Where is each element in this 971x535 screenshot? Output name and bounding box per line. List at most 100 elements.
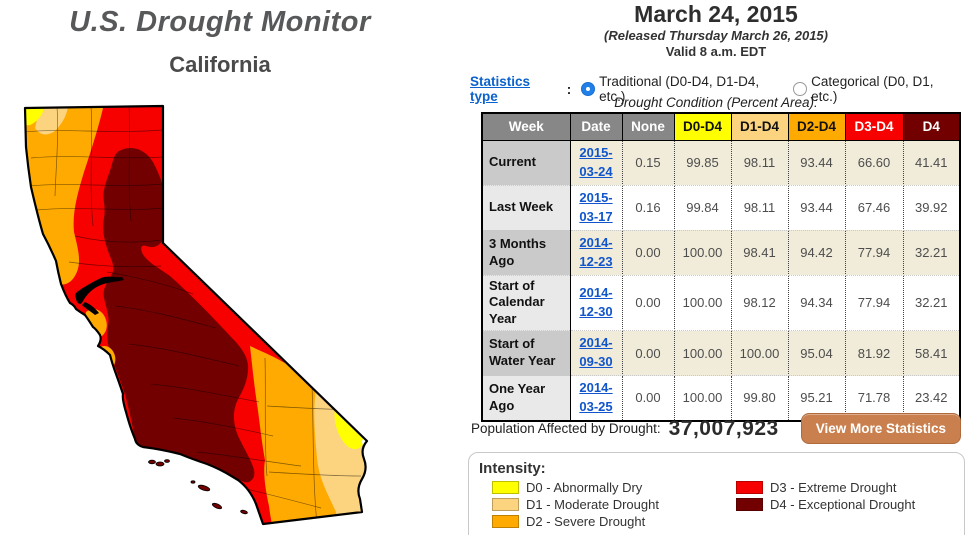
page-title: U.S. Drought Monitor: [69, 6, 371, 38]
value-d1d4: 98.11: [731, 140, 789, 186]
value-none: 0.00: [622, 330, 675, 377]
date-link[interactable]: 2015-03-24: [579, 144, 613, 179]
value-none: 0.15: [622, 140, 675, 186]
date-cell: 2015-03-24: [570, 140, 623, 186]
value-d2d4: 93.44: [788, 140, 846, 186]
statistics-type-colon: :: [566, 81, 572, 97]
value-d3d4: 66.60: [845, 140, 904, 186]
value-d2d4: 94.34: [788, 275, 846, 332]
value-none: 0.16: [622, 185, 675, 231]
legend-item-d4: D4 - Exceptional Drought: [736, 497, 915, 512]
radio-traditional-icon[interactable]: [581, 82, 596, 96]
state-outline: [23, 104, 369, 526]
date-link[interactable]: 2015-03-17: [579, 189, 613, 224]
col-header-d4: D4: [902, 112, 961, 141]
d1-swatch: [492, 498, 519, 511]
sf-bay-water: [75, 276, 124, 315]
population-row: Population Affected by Drought: 37,007,9…: [470, 413, 962, 444]
value-d1d4: 98.41: [731, 230, 789, 276]
value-d0d4: 99.84: [674, 185, 732, 231]
value-d0d4: 100.00: [674, 330, 732, 377]
map-region-d0-coast-speck: [100, 354, 108, 364]
date-cell: 2014-12-30: [570, 275, 623, 332]
report-header: U.S. Drought Monitor California: [0, 6, 440, 78]
value-d2d4: 95.21: [788, 375, 846, 422]
statistics-type-link[interactable]: Statistics type: [470, 74, 531, 104]
region-title: California: [169, 52, 271, 77]
table-caption: Drought Condition (Percent Area):: [614, 95, 818, 110]
value-d1d4: 98.11: [731, 185, 789, 231]
map-region-d1-northwest: [35, 106, 68, 135]
week-label: Start of Water Year: [482, 330, 571, 377]
value-d1d4: 99.80: [731, 375, 789, 422]
date-link[interactable]: 2014-09-30: [579, 335, 613, 370]
value-d3d4: 81.92: [845, 330, 904, 377]
drought-condition-table: Week Date None D0-D4 D1-D4 D2-D4 D3-D4 D…: [481, 112, 961, 422]
col-header-none: None: [621, 112, 675, 141]
radio-traditional-label[interactable]: Traditional (D0-D4, D1-D4, etc.): [599, 74, 760, 104]
map-region-d0-northwest: [25, 106, 45, 126]
col-header-d1d4: D1-D4: [730, 112, 789, 141]
legend-item-d3: D3 - Extreme Drought: [736, 480, 896, 495]
col-header-d0d4: D0-D4: [673, 112, 732, 141]
col-header-d3d4: D3-D4: [844, 112, 904, 141]
radio-categorical[interactable]: Categorical (D0, D1, etc.): [793, 74, 962, 104]
statistics-panel: March 24, 2015 (Released Thursday March …: [470, 0, 962, 535]
col-header-d2d4: D2-D4: [787, 112, 846, 141]
date-cell: 2014-12-23: [570, 230, 623, 276]
legend-item-d2: D2 - Severe Drought: [492, 514, 645, 529]
table-row: 3 Months Ago 2014-12-23 0.00 100.00 98.4…: [482, 230, 961, 276]
value-d3d4: 77.94: [845, 275, 904, 332]
table-row: Current 2015-03-24 0.15 99.85 98.11 93.4…: [482, 140, 961, 186]
value-none: 0.00: [622, 375, 675, 422]
legend-title: Intensity:: [479, 460, 546, 477]
value-d3d4: 77.94: [845, 230, 904, 276]
value-d1d4: 100.00: [731, 330, 789, 377]
value-d0d4: 100.00: [674, 230, 732, 276]
radio-categorical-icon[interactable]: [793, 82, 808, 96]
d4-swatch: [736, 498, 763, 511]
table-row: Start of Water Year 2014-09-30 0.00 100.…: [482, 330, 961, 377]
week-label: 3 Months Ago: [482, 230, 571, 276]
radio-categorical-label[interactable]: Categorical (D0, D1, etc.): [811, 74, 934, 104]
value-none: 0.00: [622, 275, 675, 332]
value-d0d4: 100.00: [674, 375, 732, 422]
date-link[interactable]: 2014-12-23: [579, 234, 613, 269]
value-d2d4: 95.04: [788, 330, 846, 377]
drought-map-svg: [23, 104, 369, 526]
date-link[interactable]: 2014-12-30: [579, 284, 613, 319]
value-d0d4: 99.85: [674, 140, 732, 186]
county-lines: [25, 106, 367, 524]
week-label: Start of Calendar Year: [482, 275, 571, 332]
california-drought-map: [11, 96, 413, 535]
release-date: (Released Thursday March 26, 2015): [604, 28, 828, 43]
week-label: Current: [482, 140, 571, 186]
valid-time: Valid 8 a.m. EDT: [665, 44, 767, 59]
date-link[interactable]: 2014-03-25: [579, 380, 613, 414]
d4-label: D4 - Exceptional Drought: [770, 497, 916, 512]
value-d4: 58.41: [903, 330, 961, 377]
legend-item-d1: D1 - Moderate Drought: [492, 497, 659, 512]
population-label: Population Affected by Drought:: [470, 421, 661, 436]
value-d2d4: 94.42: [788, 230, 846, 276]
week-label: Last Week: [482, 185, 571, 231]
table-header-row: Week Date None D0-D4 D1-D4 D2-D4 D3-D4 D…: [481, 112, 961, 141]
col-header-date: Date: [569, 112, 623, 141]
map-date: March 24, 2015: [634, 1, 798, 27]
d3-swatch: [736, 481, 763, 494]
legend-item-d0: D0 - Abnormally Dry: [492, 480, 642, 495]
d2-label: D2 - Severe Drought: [526, 514, 646, 529]
value-d4: 41.41: [903, 140, 961, 186]
d1-label: D1 - Moderate Drought: [526, 497, 659, 512]
population-value: 37,007,923: [668, 416, 779, 440]
value-d4: 32.21: [903, 275, 961, 332]
value-d2d4: 93.44: [788, 185, 846, 231]
table-row: Last Week 2015-03-17 0.16 99.84 98.11 93…: [482, 185, 961, 231]
channel-islands: [148, 459, 248, 515]
col-header-week: Week: [481, 112, 571, 141]
value-d1d4: 98.12: [731, 275, 789, 332]
view-more-statistics-button[interactable]: View More Statistics: [800, 413, 962, 444]
radio-traditional[interactable]: Traditional (D0-D4, D1-D4, etc.): [581, 74, 787, 104]
value-d4: 32.21: [903, 230, 961, 276]
